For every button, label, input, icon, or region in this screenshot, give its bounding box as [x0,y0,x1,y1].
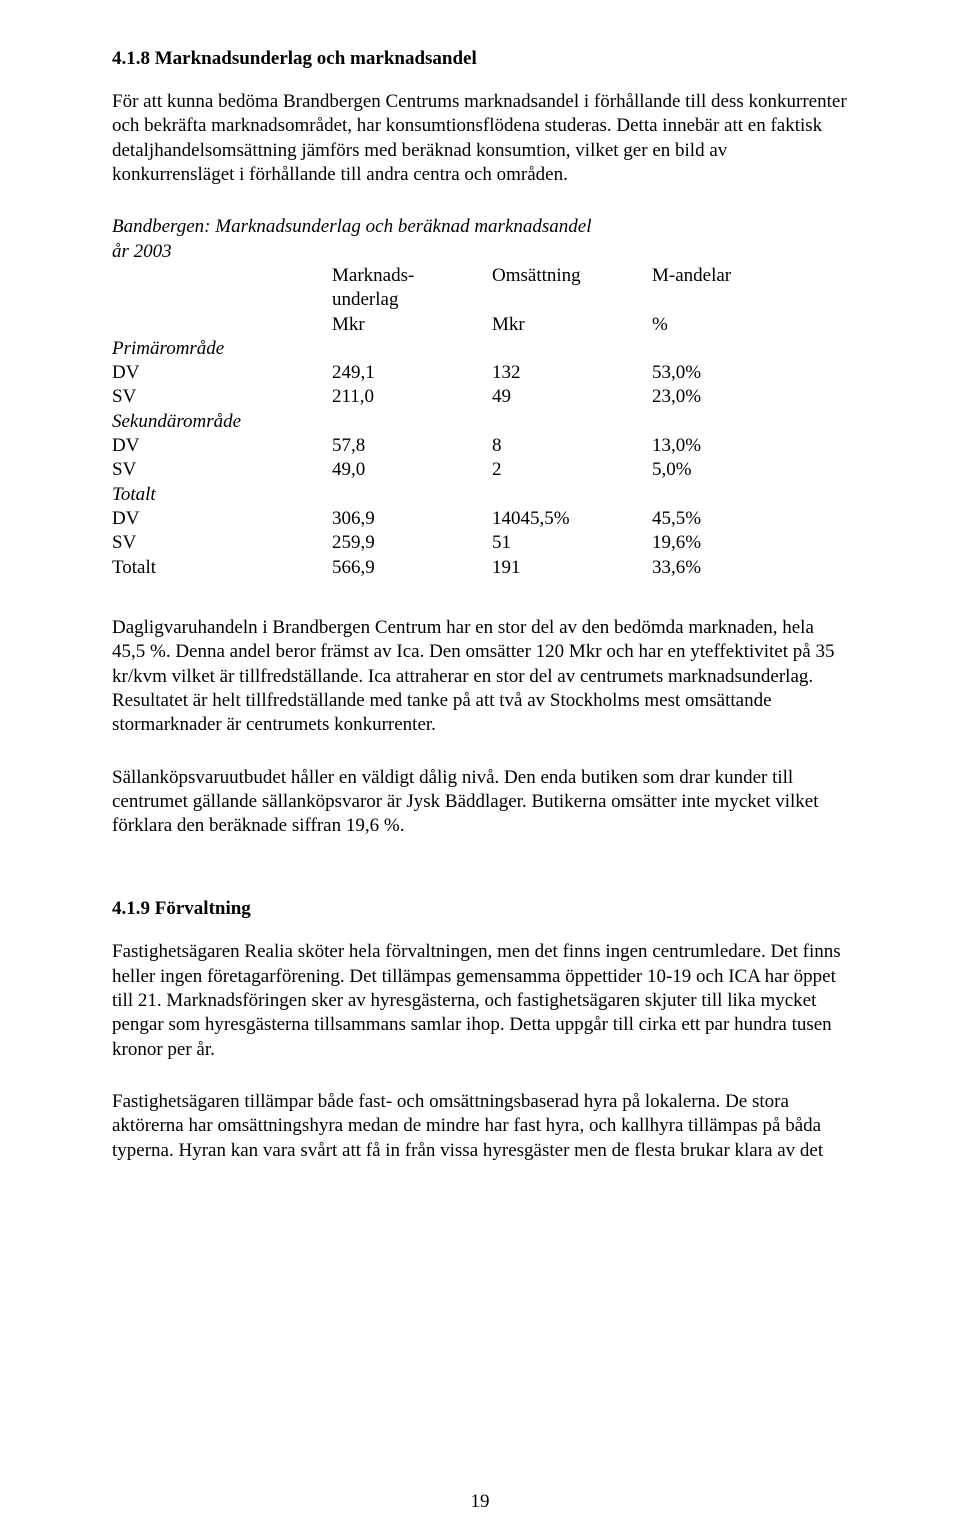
para-block-3: Sällanköpsvaruutbudet håller en väldigt … [112,766,848,839]
table-cell: 259,9 [332,531,492,555]
table-title-line1: Bandbergen: Marknadsunderlag och beräkna… [112,215,592,239]
paragraph: Dagligvaruhandeln i Brandbergen Centrum … [112,616,848,738]
table-group-label: Primärområde [112,337,332,361]
table-cell: 14045,5% [492,507,652,531]
section-heading-418: 4.1.8 Marknadsunderlag och marknadsandel [112,48,848,70]
para-block-4: Fastighetsägaren Realia sköter hela förv… [112,940,848,1062]
document-page: 4.1.8 Marknadsunderlag och marknadsandel… [0,0,960,1537]
table-cell: Totalt [112,556,332,580]
page-number: 19 [0,1491,960,1513]
table-row: DV 57,8 8 13,0% [112,434,848,458]
table-cell: Mkr [332,313,492,337]
table-row: SV 259,9 51 19,6% [112,531,848,555]
table-title-row2: år 2003 [112,240,848,264]
table-cell: 19,6% [652,531,812,555]
table-cell: % [652,313,812,337]
table-cell: DV [112,507,332,531]
paragraph: För att kunna bedöma Brandbergen Centrum… [112,90,848,187]
table-cell: Marknads- [332,264,492,288]
table-cell: 53,0% [652,361,812,385]
table-cell: 23,0% [652,385,812,409]
table-cell [112,264,332,288]
table-cell: 33,6% [652,556,812,580]
table-cell: 8 [492,434,652,458]
table-row: DV 249,1 132 53,0% [112,361,848,385]
table-cell [492,288,652,312]
table-cell: 57,8 [332,434,492,458]
table-cell: DV [112,361,332,385]
para-block-1: För att kunna bedöma Brandbergen Centrum… [112,90,848,187]
table-cell: M-andelar [652,264,812,288]
table-group-row: Sekundärområde [112,410,848,434]
table-header-row2: underlag [112,288,848,312]
table-cell: SV [112,458,332,482]
table-cell: 49,0 [332,458,492,482]
table-group-label: Sekundärområde [112,410,332,434]
table-cell: 132 [492,361,652,385]
section-heading-419: 4.1.9 Förvaltning [112,898,848,920]
paragraph: Fastighetsägaren tillämpar både fast- oc… [112,1090,848,1163]
table-cell: 5,0% [652,458,812,482]
table-cell: underlag [332,288,492,312]
table-cell: 191 [492,556,652,580]
table-group-label: Totalt [112,483,332,507]
table-header-row1: Marknads- Omsättning M-andelar [112,264,848,288]
table-row: DV 306,9 14045,5% 45,5% [112,507,848,531]
para-block-2: Dagligvaruhandeln i Brandbergen Centrum … [112,616,848,738]
table-cell: 566,9 [332,556,492,580]
table-row: SV 49,0 2 5,0% [112,458,848,482]
table-cell: Mkr [492,313,652,337]
table-cell [652,288,812,312]
table-cell: 45,5% [652,507,812,531]
table-cell: 13,0% [652,434,812,458]
table-row: Totalt 566,9 191 33,6% [112,556,848,580]
table-cell: 249,1 [332,361,492,385]
table-cell [112,288,332,312]
market-table: Bandbergen: Marknadsunderlag och beräkna… [112,215,848,580]
table-group-row: Totalt [112,483,848,507]
table-cell: SV [112,385,332,409]
table-cell: 51 [492,531,652,555]
table-cell: DV [112,434,332,458]
table-row: SV 211,0 49 23,0% [112,385,848,409]
paragraph: Fastighetsägaren Realia sköter hela förv… [112,940,848,1062]
table-group-row: Primärområde [112,337,848,361]
para-block-5: Fastighetsägaren tillämpar både fast- oc… [112,1090,848,1163]
table-header-row3: Mkr Mkr % [112,313,848,337]
table-title-row: Bandbergen: Marknadsunderlag och beräkna… [112,215,848,239]
table-cell: Omsättning [492,264,652,288]
table-cell [112,313,332,337]
paragraph: Sällanköpsvaruutbudet håller en väldigt … [112,766,848,839]
table-cell: 306,9 [332,507,492,531]
table-cell: SV [112,531,332,555]
table-cell: 211,0 [332,385,492,409]
table-cell: 2 [492,458,652,482]
table-title-line2: år 2003 [112,240,172,264]
table-cell: 49 [492,385,652,409]
